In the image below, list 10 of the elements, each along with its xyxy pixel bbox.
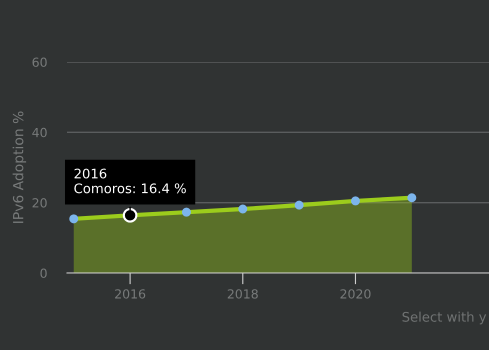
- y-axis-title: IPv6 Adoption %: [12, 111, 26, 223]
- annotation: 2016 Comoros: 16.4 %: [74, 168, 186, 194]
- y-tick-label: 0: [40, 268, 47, 278]
- x-tick-label: 2016: [115, 289, 146, 299]
- y-tick-label: 20: [32, 198, 47, 208]
- y-tick-label: 60: [32, 57, 47, 67]
- x-tick-label: 2020: [340, 289, 371, 299]
- x-tick-label: 2018: [228, 289, 258, 299]
- text: Select with y: [402, 312, 486, 324]
- y-tick-label: 40: [32, 128, 47, 138]
